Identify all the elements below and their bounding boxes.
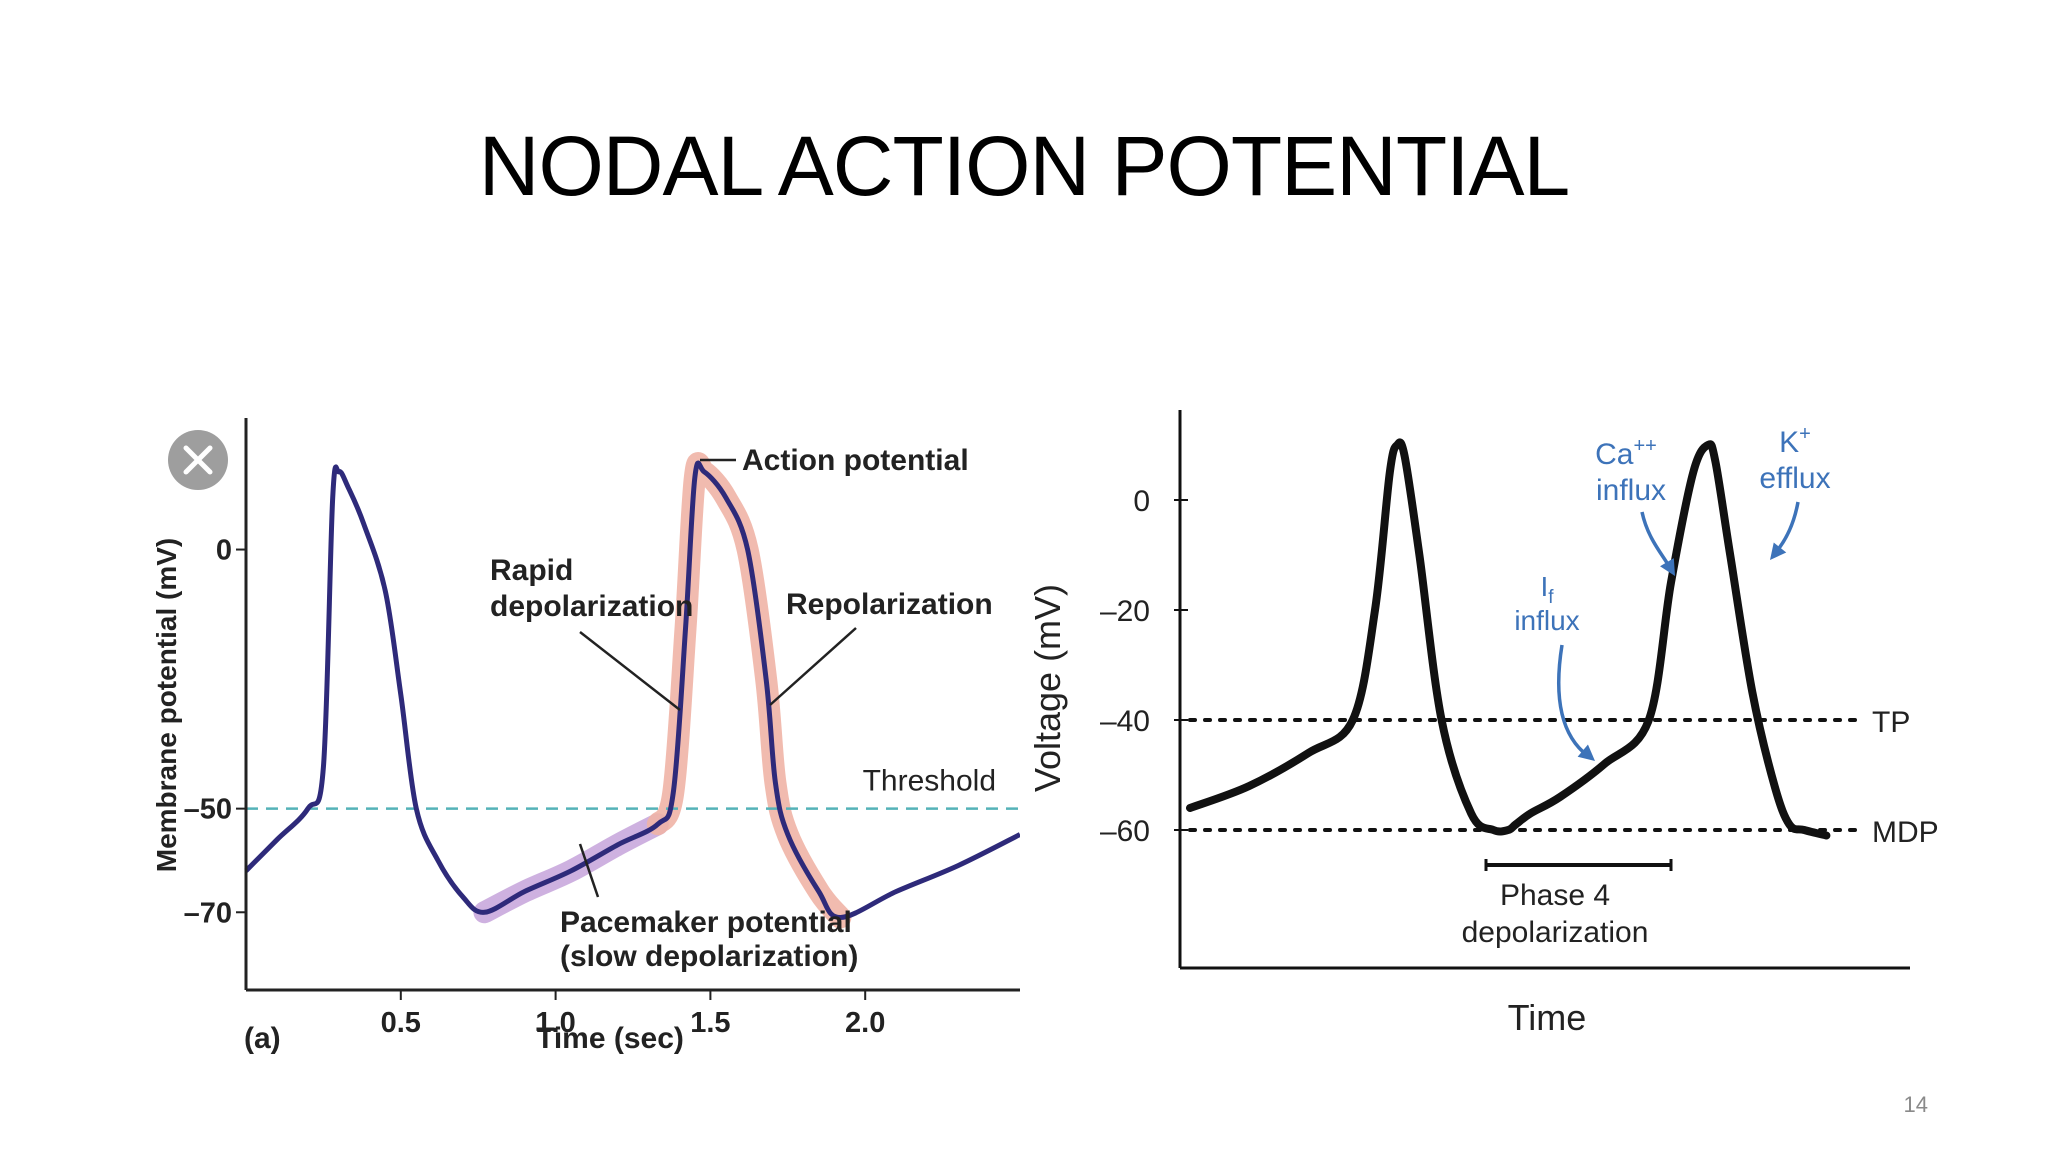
voltage-trace (1186, 438, 1831, 840)
chart-b-axes (1178, 410, 1910, 970)
x-tick-label: 0.5 (381, 1007, 421, 1039)
k-arrow (1774, 501, 1800, 554)
chart-b-ticks: 0 –20 –40 –60 (1100, 485, 1188, 848)
ca-label: Ca++ (1595, 435, 1657, 471)
threshold-label: Threshold (863, 765, 996, 798)
slide-title: NODAL ACTION POTENTIAL (478, 119, 1570, 213)
chart-a-ticks: 0.5 1.0 1.5 2.0 0 –50 –70 (184, 535, 886, 1039)
chart-membrane-potential: Threshold 0.5 1.0 1.5 2.0 0 –50 –70 Membrane p… (151, 418, 1020, 1055)
y-tick-label: –50 (184, 794, 232, 826)
ca-arrow (1640, 511, 1672, 569)
k-label: K+ (1779, 423, 1811, 459)
phase4-bracket: Phase 4 depolarization (1462, 859, 1673, 949)
y-axis-label: Voltage (mV) (1030, 584, 1068, 792)
y-tick-label: –40 (1100, 705, 1150, 738)
y-tick-label: 0 (216, 535, 232, 567)
repolarization-pointer (769, 627, 857, 706)
chart-voltage: TP MDP 0 –20 –40 –60 Voltage (mV) Time Phase… (1030, 410, 1939, 1038)
ca-label: influx (1596, 474, 1666, 507)
page-number: 14 (1903, 1092, 1928, 1117)
reference-line-label: TP (1872, 706, 1910, 739)
reference-line-label: MDP (1872, 816, 1939, 849)
rapid-depolarization-label: depolarization (490, 590, 693, 623)
chart-a-axes (244, 418, 1020, 992)
k-label: efflux (1759, 462, 1830, 495)
if-label: If (1540, 571, 1554, 608)
close-icon (183, 445, 213, 475)
k-arrowhead (1770, 542, 1787, 560)
close-button[interactable] (168, 430, 228, 490)
if-label: influx (1514, 605, 1579, 636)
y-tick-label: 0 (1133, 485, 1150, 518)
highlight-band (646, 452, 852, 929)
x-tick-label: 1.0 (535, 1007, 575, 1039)
y-axis-label: Membrane potential (mV) (151, 538, 182, 872)
panel-label: (a) (244, 1022, 281, 1055)
x-tick-label: 2.0 (845, 1007, 885, 1039)
if-arrow (1557, 644, 1590, 758)
x-axis-label: Time (1508, 997, 1587, 1038)
rapid-depolarization-label: Rapid (490, 554, 573, 587)
rapid-depolarization-pointer (579, 631, 681, 711)
x-axis-label: Time (sec) (536, 1022, 684, 1055)
y-tick-label: –70 (184, 897, 232, 929)
chart-b-reference-lines: TP MDP (1188, 706, 1939, 849)
y-tick-label: –20 (1100, 595, 1150, 628)
membrane-potential-trace (244, 460, 1020, 920)
repolarization-label: Repolarization (786, 588, 993, 621)
pacemaker-pointer (578, 843, 600, 898)
x-tick-label: 1.5 (690, 1007, 730, 1039)
phase-label: Phase 4 (1500, 879, 1610, 912)
ca-arrowhead (1660, 558, 1675, 576)
pacemaker-potential-label: (slow depolarization) (560, 940, 858, 973)
phase-label: depolarization (1462, 916, 1649, 949)
action-potential-label: Action potential (742, 444, 969, 477)
if-arrowhead (1577, 744, 1595, 761)
pacemaker-potential-label: Pacemaker potential (560, 906, 852, 939)
y-tick-label: –60 (1100, 815, 1150, 848)
